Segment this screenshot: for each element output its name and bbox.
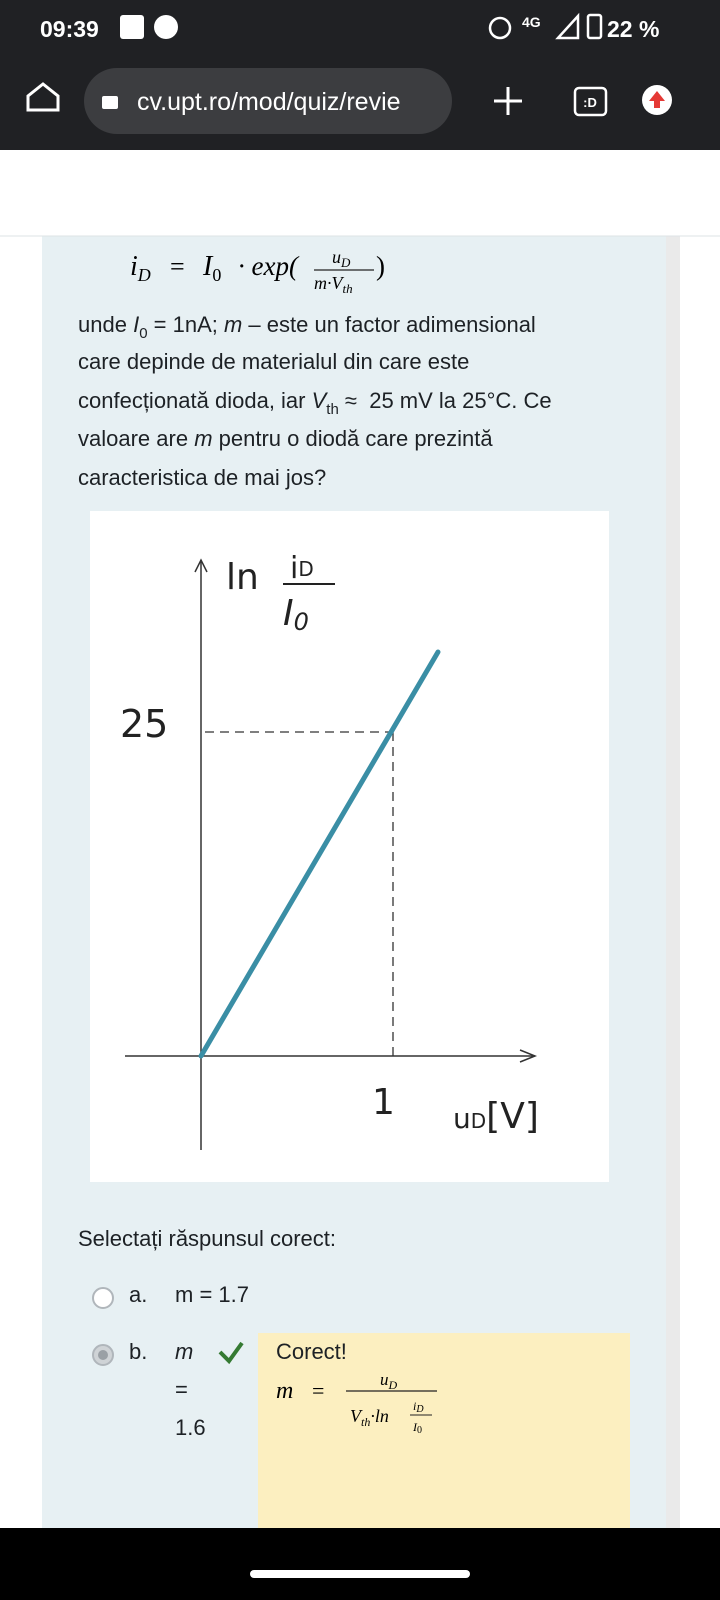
url-bar[interactable] xyxy=(84,68,452,134)
update-arrow xyxy=(649,91,665,108)
option-text[interactable]: m = 1.7 xyxy=(175,1282,249,1307)
characteristic-line xyxy=(198,649,441,1059)
home-button[interactable] xyxy=(26,82,60,112)
tabs-button[interactable] xyxy=(573,86,608,117)
home-indicator[interactable] xyxy=(250,1570,470,1578)
spotify-icon xyxy=(154,15,178,39)
card-edge xyxy=(666,236,680,1528)
correct-check xyxy=(218,1341,244,1365)
figure: 25 1 ln iD I0 uD[V] xyxy=(90,511,609,1182)
feedback-den-num: iD xyxy=(413,1399,424,1415)
paragraph-line: confecționată dioda, iar Vth ≈ 25 mV la … xyxy=(78,388,552,418)
option-letter: b. xyxy=(129,1339,147,1364)
y-axis-arrow xyxy=(194,558,208,573)
new-tab-button[interactable] xyxy=(494,87,522,115)
lock-icon xyxy=(102,96,118,109)
formula-eq: = xyxy=(170,252,185,281)
figure-background xyxy=(90,511,609,1182)
url-text[interactable]: cv.upt.ro/mod/quiz/revie xyxy=(137,88,401,116)
network-type: 4G xyxy=(522,14,541,30)
prompt: Selectați răspunsul corect: xyxy=(78,1226,336,1251)
paragraph-line: caracteristica de mai jos? xyxy=(78,465,326,490)
paragraph-line: care depinde de materialul din care este xyxy=(78,349,469,374)
y-axis-label-num: iD xyxy=(290,551,314,586)
feedback-den: Vth·ln xyxy=(350,1406,389,1429)
formula: iD = I0 · exp( uD m·Vth ) xyxy=(130,247,385,296)
paragraph-line: valoare are m pentru o diodă care prezin… xyxy=(78,426,493,451)
option-text[interactable]: = xyxy=(175,1377,188,1402)
formula-close: ) xyxy=(376,251,385,281)
battery-level: 22 % xyxy=(607,16,659,42)
feedback-num: uD xyxy=(380,1370,398,1392)
x-value-label: 1 xyxy=(372,1082,395,1123)
status-time: 09:39 xyxy=(40,16,99,42)
feedback-den-den: I0 xyxy=(412,1420,422,1436)
formula-i0: I0 xyxy=(202,251,221,285)
radio-a[interactable] xyxy=(92,1287,114,1309)
option-text[interactable]: 1.6 xyxy=(175,1415,206,1440)
signal-icon xyxy=(555,12,580,40)
x-axis-label: uD[V] xyxy=(453,1096,539,1137)
formula-lhs: iD xyxy=(130,251,151,285)
y-axis-label: ln xyxy=(226,557,259,598)
feedback-box xyxy=(258,1333,630,1528)
feedback-lhs: m xyxy=(276,1378,293,1404)
nav-bar xyxy=(0,1528,720,1600)
linkedin-icon xyxy=(120,15,144,39)
battery-icon xyxy=(586,13,603,40)
radio-b-dot xyxy=(98,1350,108,1360)
paragraph-line: unde I0 = 1nA; m – este un factor adimen… xyxy=(78,312,536,342)
tabs-icon-text: :D xyxy=(583,95,597,110)
option-letter: a. xyxy=(129,1282,147,1307)
formula-den: m·Vth xyxy=(314,273,353,296)
formula-num: uD xyxy=(332,247,351,270)
alarm-icon xyxy=(488,16,512,40)
feedback-eq: = xyxy=(312,1378,324,1403)
x-axis-arrow xyxy=(519,1049,538,1063)
feedback-title: Corect! xyxy=(276,1339,347,1364)
option-text[interactable]: m xyxy=(175,1339,193,1364)
formula-exp: · exp( xyxy=(238,251,300,281)
y-value-label: 25 xyxy=(120,702,168,746)
y-axis-label-den: I0 xyxy=(283,593,309,636)
